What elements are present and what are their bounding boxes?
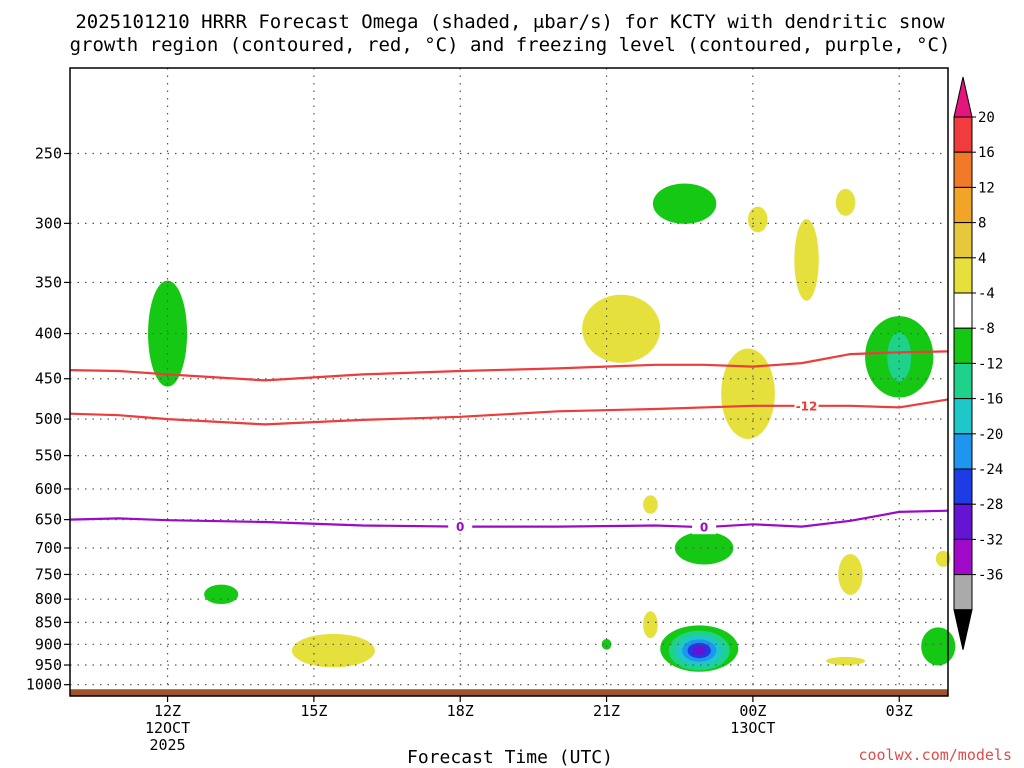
colorbar-arrow-bottom: [953, 609, 973, 650]
y-tick-label-250: 250: [35, 144, 62, 162]
omega-core-neg-420: [887, 332, 912, 382]
colorbar-label-10: -24: [978, 462, 1003, 478]
colorbar-label-2: 12: [978, 180, 995, 196]
omega-region-neg-690: [674, 531, 734, 565]
omega-region-neg-900: [601, 638, 612, 650]
x-axis-title: Forecast Time (UTC): [407, 747, 613, 768]
contour-label-freezing-level-1: 0: [700, 521, 708, 535]
y-tick-label-1000: 1000: [26, 676, 62, 694]
x-tick-label-12Z-0: 12Z: [154, 702, 181, 720]
chart-title-line1: 2025101210 HRRR Forecast Omega (shaded, …: [75, 11, 945, 33]
grid-lines: [70, 68, 948, 696]
omega-region-pos-940: [826, 656, 866, 666]
contour-label-dendritic-bottom-0: -12: [796, 399, 818, 413]
colorbar-swatch-9: [953, 433, 973, 470]
colorbar-swatch-11: [953, 503, 973, 540]
omega-region-pos-330: [794, 219, 819, 301]
colorbar-label-8: -16: [978, 392, 1003, 408]
x-tick-label-12Z-1: 12OCT: [145, 719, 190, 737]
colorbar-label-3: 8: [978, 216, 986, 232]
omega-region-neg-790: [204, 584, 239, 605]
contour-label-bg-freezing-level-0: [448, 519, 473, 534]
omega-region-pos-290: [835, 188, 856, 216]
colorbar-swatch-3: [953, 222, 973, 259]
x-tick-label-12Z-2: 2025: [149, 736, 185, 754]
colorbar-swatch-6: [953, 327, 973, 364]
plot-frame: [69, 67, 949, 697]
omega-regions: [148, 183, 956, 672]
y-tick-label-750: 750: [35, 565, 62, 583]
omega-region-pos-720: [935, 550, 951, 567]
omega-region-pos-upper-mid: [582, 294, 661, 363]
colorbar-swatch-13: [953, 574, 973, 611]
contour-label-bg-freezing-level-1: [692, 520, 717, 535]
colorbar-label-4: 4: [978, 251, 986, 267]
y-tick-label-650: 650: [35, 511, 62, 529]
colorbar-swatch-8: [953, 398, 973, 435]
y-tick-label-600: 600: [35, 480, 62, 498]
x-tick-label-15Z-0: 15Z: [300, 702, 327, 720]
y-tick-label-450: 450: [35, 370, 62, 388]
y-tick-label-400: 400: [35, 325, 62, 343]
x-tick-label-00Z-0: 00Z: [739, 702, 766, 720]
x-tick-label-00Z-1: 13OCT: [730, 719, 775, 737]
plot-area: -12 0 0: [69, 68, 956, 696]
colorbar-label-12: -32: [978, 532, 1003, 548]
contour-lines: -12 0 0: [69, 350, 949, 535]
omega-region-pos-300: [748, 206, 768, 233]
contour-label-freezing-level-0: 0: [456, 520, 464, 534]
colorbar-label-9: -20: [978, 427, 1003, 443]
omega-region-pos-460: [721, 348, 775, 439]
y-tick-label-800: 800: [35, 590, 62, 608]
colorbar-swatch-2: [953, 186, 973, 224]
y-tick-label-850: 850: [35, 613, 62, 631]
colorbar-swatch-0: [953, 116, 973, 153]
colorbar-label-7: -12: [978, 356, 1003, 372]
ground-surface: [70, 689, 948, 696]
colorbar-swatch-12: [953, 538, 973, 576]
colorbar-label-0: 20: [978, 110, 995, 126]
omega-region-neg-290: [652, 183, 717, 224]
y-tick-label-950: 950: [35, 656, 62, 674]
contour-label-bg-dendritic-bottom-0: [794, 398, 819, 413]
x-tick-label-18Z-0: 18Z: [447, 702, 474, 720]
y-tick-label-350: 350: [35, 273, 62, 291]
omega-region-pos-900: [291, 633, 375, 668]
y-tick-label-500: 500: [35, 410, 62, 428]
colorbar: 20 16 12 8 4 -4 -8 -12 -16 -20 -24 -28 -32 -36: [953, 76, 1003, 650]
contour-dendritic-top: [69, 350, 949, 382]
colorbar-swatch-10: [953, 468, 973, 505]
contour-dendritic-bottom: [69, 398, 949, 426]
colorbar-label-11: -28: [978, 497, 1003, 513]
colorbar-label-6: -8: [978, 321, 995, 337]
omega-region-pos-620: [643, 495, 658, 514]
chart-title-line2: growth region (contoured, red, °C) and f…: [70, 34, 951, 56]
colorbar-swatch-1: [953, 151, 973, 188]
colorbar-label-13: -36: [978, 568, 1003, 584]
colorbar-label-1: 16: [978, 145, 995, 161]
omega-core-neg-910-4: [692, 645, 707, 656]
colorbar-swatch-7: [953, 362, 973, 400]
contour-freezing-level: [69, 509, 949, 529]
y-tick-label-550: 550: [35, 447, 62, 465]
credit-text: coolwx.com/models: [858, 746, 1012, 764]
x-tick-label-03Z-0: 03Z: [886, 702, 913, 720]
colorbar-swatch-4: [953, 257, 973, 294]
colorbar-arrow-top: [953, 76, 973, 118]
x-tick-label-21Z-0: 21Z: [593, 702, 620, 720]
omega-region-neg-900-edge: [921, 627, 956, 666]
y-axis: 250 300 350 400 450 500 550 600 650 700 750 800 850 9…: [26, 144, 70, 694]
y-tick-label-900: 900: [35, 635, 62, 653]
colorbar-label-5: -4: [978, 286, 995, 302]
y-tick-label-700: 700: [35, 539, 62, 557]
colorbar-swatch-5: [953, 292, 973, 329]
omega-region-pos-850: [643, 611, 658, 639]
y-tick-label-300: 300: [35, 214, 62, 232]
